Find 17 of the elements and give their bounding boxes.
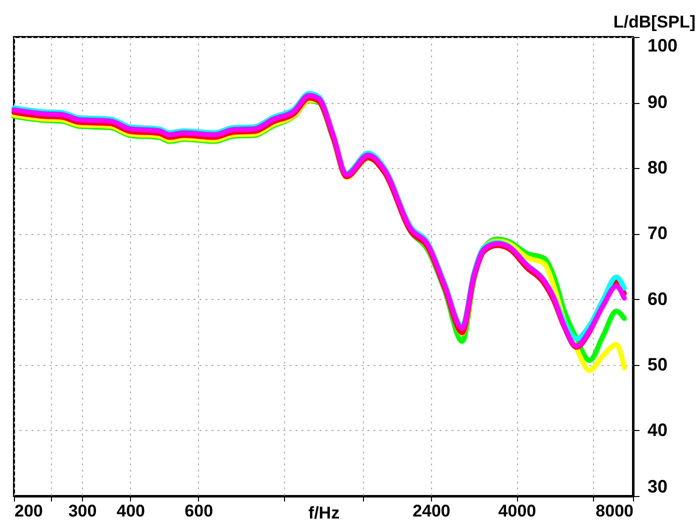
y-axis-title: L/dB[SPL] — [613, 12, 696, 32]
x-tick-label: 600 — [184, 502, 214, 520]
x-tick-label: 400 — [116, 502, 145, 520]
x-tick-label: 8000 — [596, 502, 634, 520]
x-tick-label: 2400 — [412, 502, 450, 520]
x-tick-label: 200 — [14, 502, 43, 520]
y-tick-label: 70 — [648, 223, 668, 244]
y-tick-label: 30 — [648, 476, 668, 496]
y-tick-label: 40 — [648, 420, 668, 440]
y-tick-label: 50 — [648, 354, 668, 374]
x-tick-label: 4000 — [498, 502, 536, 520]
y-tick-label: 90 — [648, 92, 668, 112]
x-tick-label: 300 — [68, 502, 97, 520]
y-tick-label: 100 — [648, 36, 678, 56]
y-tick-label: 80 — [648, 158, 668, 178]
y-tick-label: 60 — [648, 288, 668, 309]
x-axis-title: f/Hz — [308, 504, 340, 522]
